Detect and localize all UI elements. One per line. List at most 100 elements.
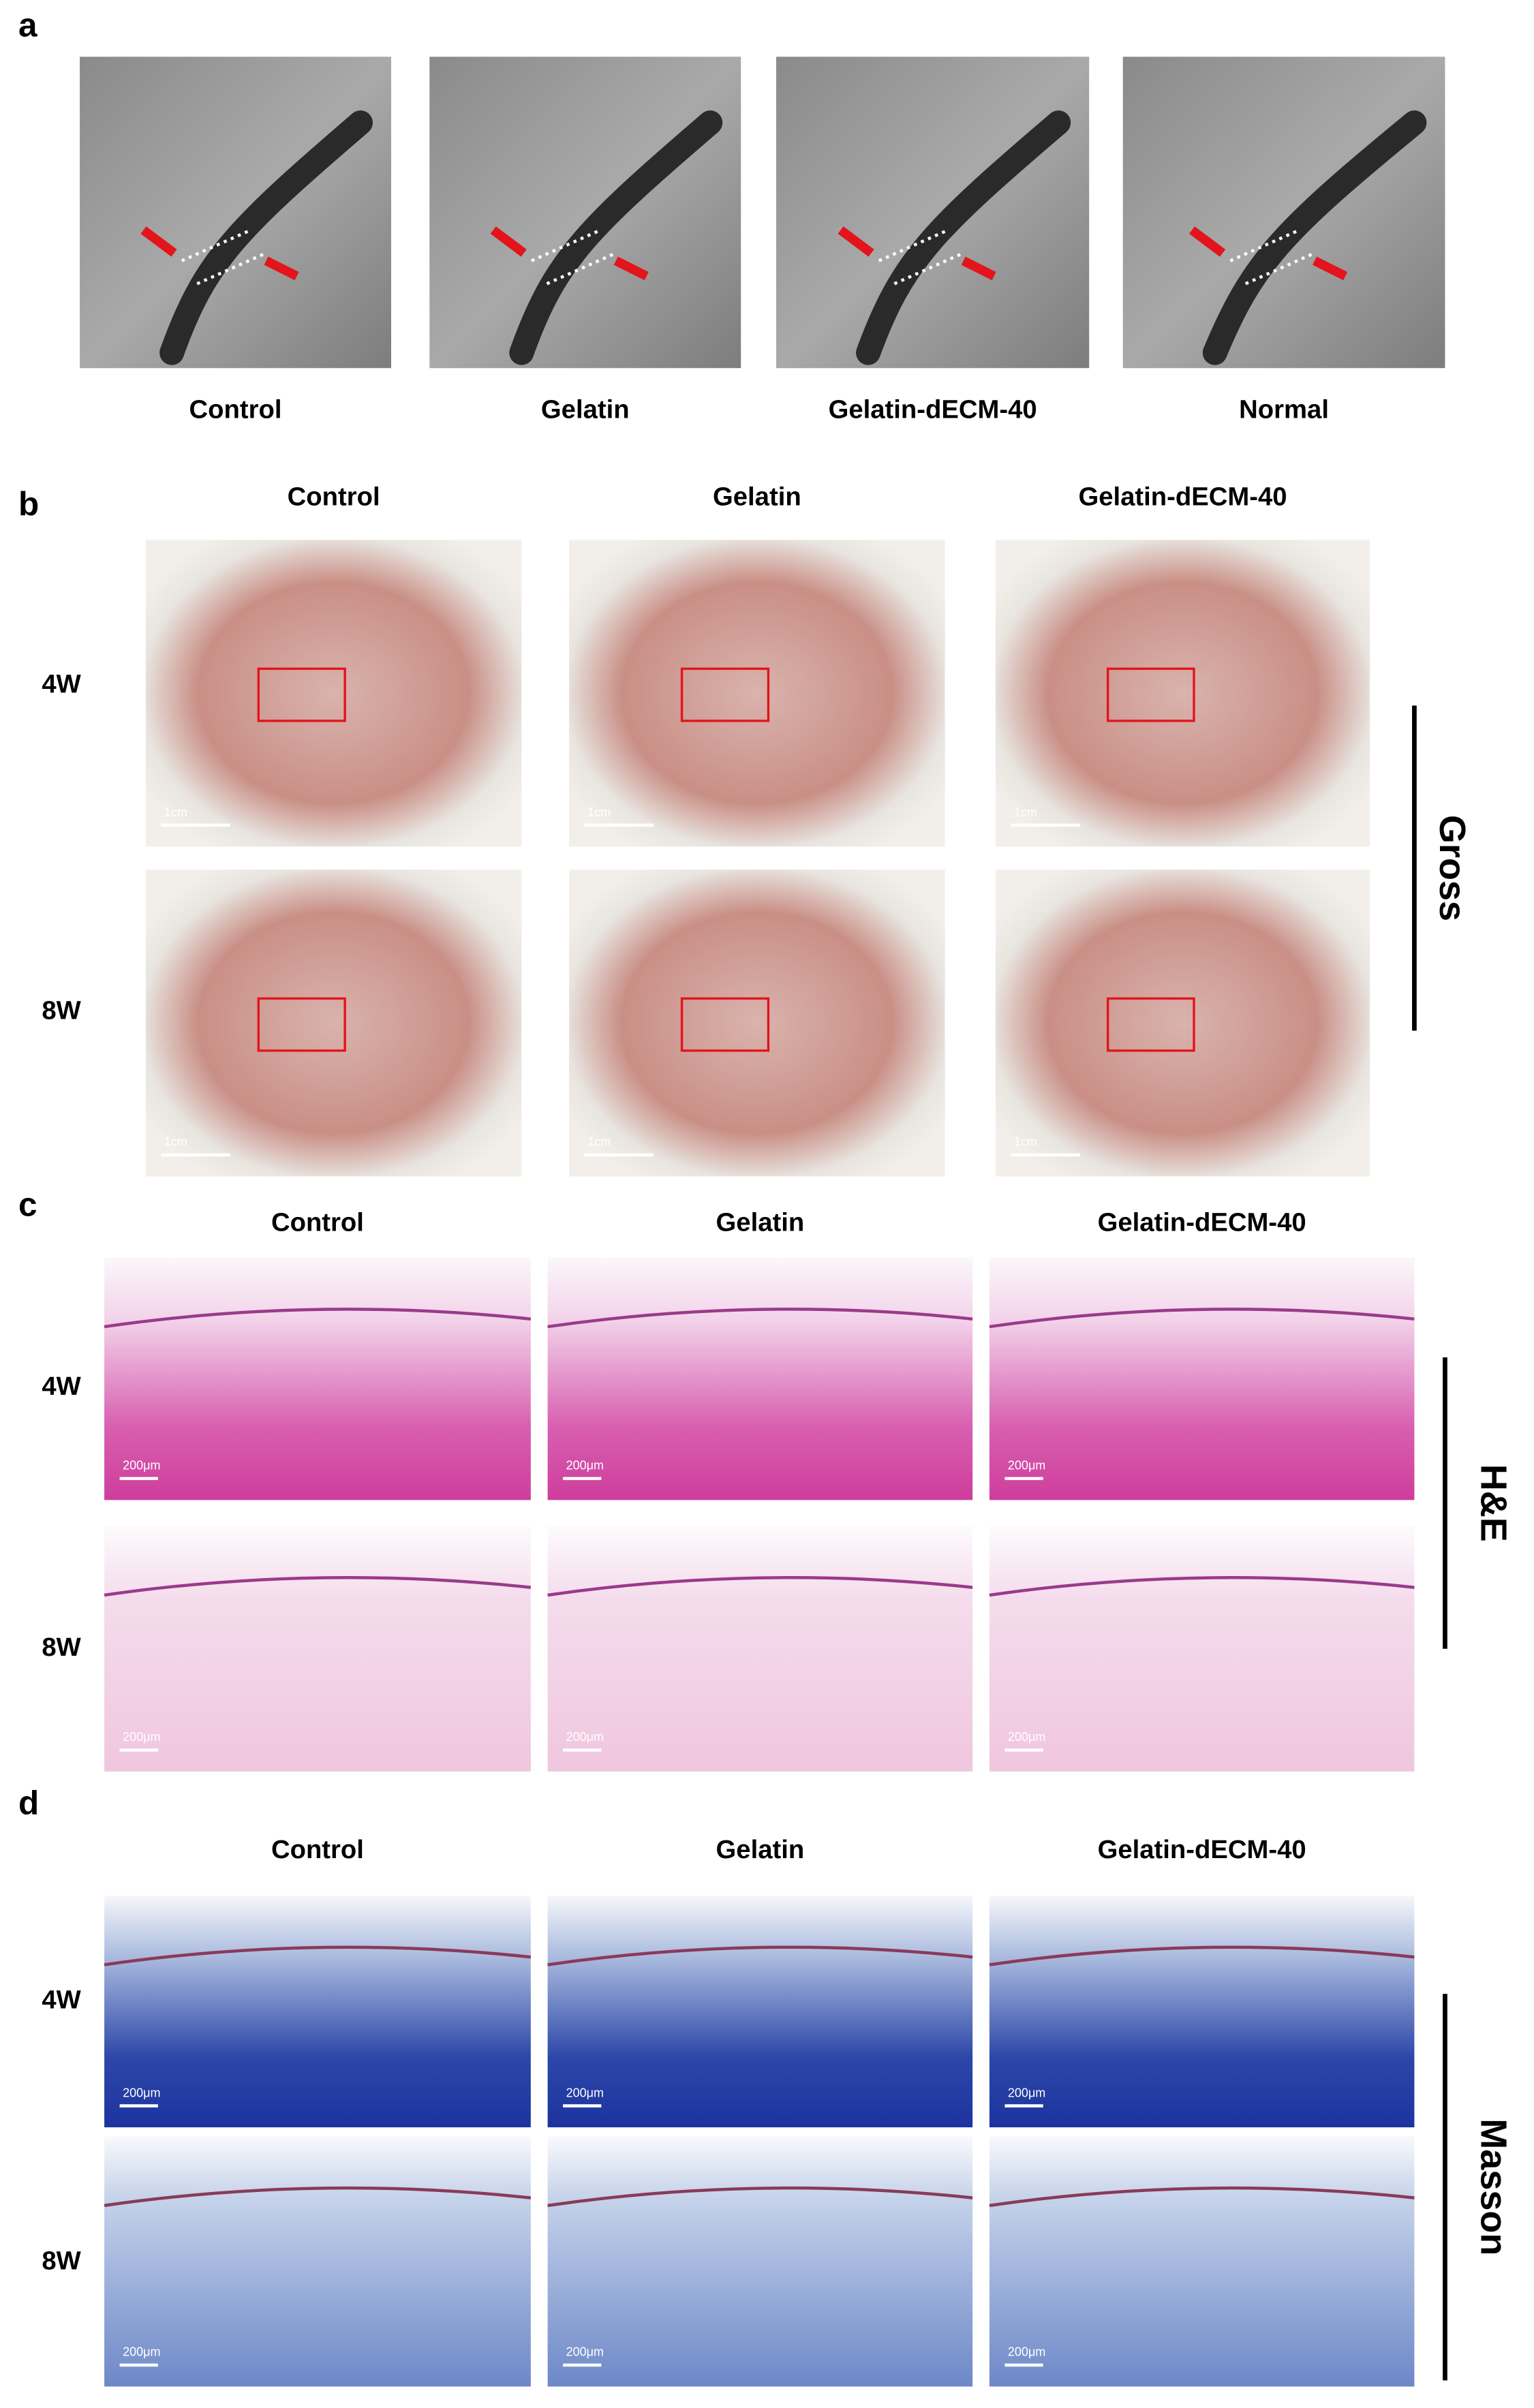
- scale-label: 200μm: [566, 1459, 604, 1472]
- red-arrow: [264, 256, 299, 281]
- scale-label: 200μm: [123, 1459, 160, 1472]
- caption: Gelatin: [541, 395, 630, 424]
- tissue-edge: [989, 1308, 1415, 1329]
- vessel: [1202, 110, 1427, 365]
- image: [569, 869, 945, 1177]
- scale-label: 1cm: [1014, 805, 1037, 819]
- side-label: Masson: [1473, 2118, 1514, 2255]
- image: [995, 540, 1370, 847]
- column-header: Control: [271, 1835, 364, 1864]
- marker-line: [893, 251, 964, 285]
- marker-line: [181, 228, 251, 262]
- panel-label: c: [18, 1186, 37, 1224]
- red-arrow: [961, 256, 996, 281]
- column-header: Gelatin-dECM-40: [1098, 1207, 1306, 1237]
- column-header: Gelatin-dECM-40: [1098, 1835, 1306, 1864]
- roi-box: [257, 667, 346, 722]
- angiography-image: [1122, 57, 1445, 369]
- row-label: 8W: [42, 1633, 81, 1662]
- marker-line: [196, 251, 267, 285]
- tissue-edge: [547, 1945, 973, 1966]
- column-header: Control: [288, 482, 380, 512]
- row-label: 4W: [42, 669, 81, 698]
- row-label: 4W: [42, 1372, 81, 1401]
- image: [989, 1257, 1415, 1500]
- scale-label: 200μm: [566, 2086, 604, 2099]
- tissue-edge: [547, 1308, 973, 1329]
- caption: Control: [189, 395, 282, 424]
- image: [569, 540, 945, 847]
- image: [547, 1526, 973, 1772]
- marker-line: [546, 251, 617, 285]
- caption: Normal: [1239, 395, 1329, 424]
- image: [995, 869, 1370, 1177]
- scale-label: 200μm: [566, 1730, 604, 1744]
- side-label: H&E: [1473, 1464, 1514, 1542]
- red-arrow: [613, 256, 649, 281]
- image: [547, 1896, 973, 2128]
- red-arrow: [490, 226, 527, 257]
- tissue-edge: [989, 1576, 1415, 1597]
- red-arrow: [1188, 226, 1226, 257]
- tissue-edge: [104, 1576, 532, 1597]
- tissue-edge: [989, 2186, 1415, 2208]
- vessel: [159, 110, 373, 365]
- row-label: 4W: [42, 1986, 81, 2015]
- tissue-edge: [104, 1945, 532, 1966]
- marker-line: [878, 228, 949, 262]
- image: [989, 1896, 1415, 2128]
- image: [104, 1896, 531, 2128]
- roi-box: [680, 667, 770, 722]
- red-arrow: [1313, 256, 1348, 281]
- column-header: Gelatin-dECM-40: [1078, 482, 1287, 512]
- tissue-edge: [547, 1576, 973, 1597]
- caption: Gelatin-dECM-40: [829, 395, 1037, 424]
- scale-label: 1cm: [1014, 1135, 1037, 1149]
- side-label: Gross: [1432, 815, 1473, 921]
- panel-label: b: [18, 485, 39, 523]
- image: [989, 1526, 1415, 1772]
- scale-label: 200μm: [1008, 1730, 1045, 1744]
- scale-label: 1cm: [587, 1135, 611, 1149]
- column-header: Gelatin: [716, 1207, 805, 1237]
- scale-label: 200μm: [123, 2345, 160, 2359]
- image: [104, 1257, 531, 1500]
- angiography-image: [80, 57, 392, 369]
- image: [145, 869, 522, 1177]
- scale-label: 1cm: [587, 805, 611, 819]
- tissue-edge: [547, 2186, 973, 2208]
- image: [104, 2136, 531, 2387]
- panel-label: d: [18, 1784, 39, 1821]
- vessel: [856, 110, 1071, 365]
- marker-line: [1229, 228, 1300, 262]
- column-header: Control: [271, 1207, 364, 1237]
- column-header: Gelatin: [716, 1835, 805, 1864]
- row-label: 8W: [42, 2246, 81, 2275]
- image: [547, 1257, 973, 1500]
- roi-box: [680, 997, 770, 1052]
- scale-label: 200μm: [123, 2086, 160, 2099]
- scale-label: 200μm: [566, 2345, 604, 2359]
- scale-label: 1cm: [164, 805, 187, 819]
- tissue-edge: [104, 1308, 532, 1329]
- scale-label: 200μm: [1008, 2345, 1045, 2359]
- scale-label: 1cm: [164, 1135, 187, 1149]
- image: [145, 540, 522, 847]
- panel-label: a: [18, 7, 37, 44]
- roi-box: [1106, 997, 1195, 1052]
- image: [989, 2136, 1415, 2387]
- red-arrow: [140, 226, 177, 257]
- row-label: 8W: [42, 996, 81, 1025]
- angiography-image: [429, 57, 741, 369]
- marker-line: [531, 228, 602, 262]
- roi-box: [1106, 667, 1195, 722]
- marker-line: [1244, 251, 1316, 285]
- scale-label: 200μm: [123, 1730, 160, 1744]
- vessel: [509, 110, 723, 365]
- tissue-edge: [989, 1945, 1415, 1966]
- scale-label: 200μm: [1008, 2086, 1045, 2099]
- roi-box: [257, 997, 346, 1052]
- scale-label: 200μm: [1008, 1459, 1045, 1472]
- image: [104, 1526, 531, 1772]
